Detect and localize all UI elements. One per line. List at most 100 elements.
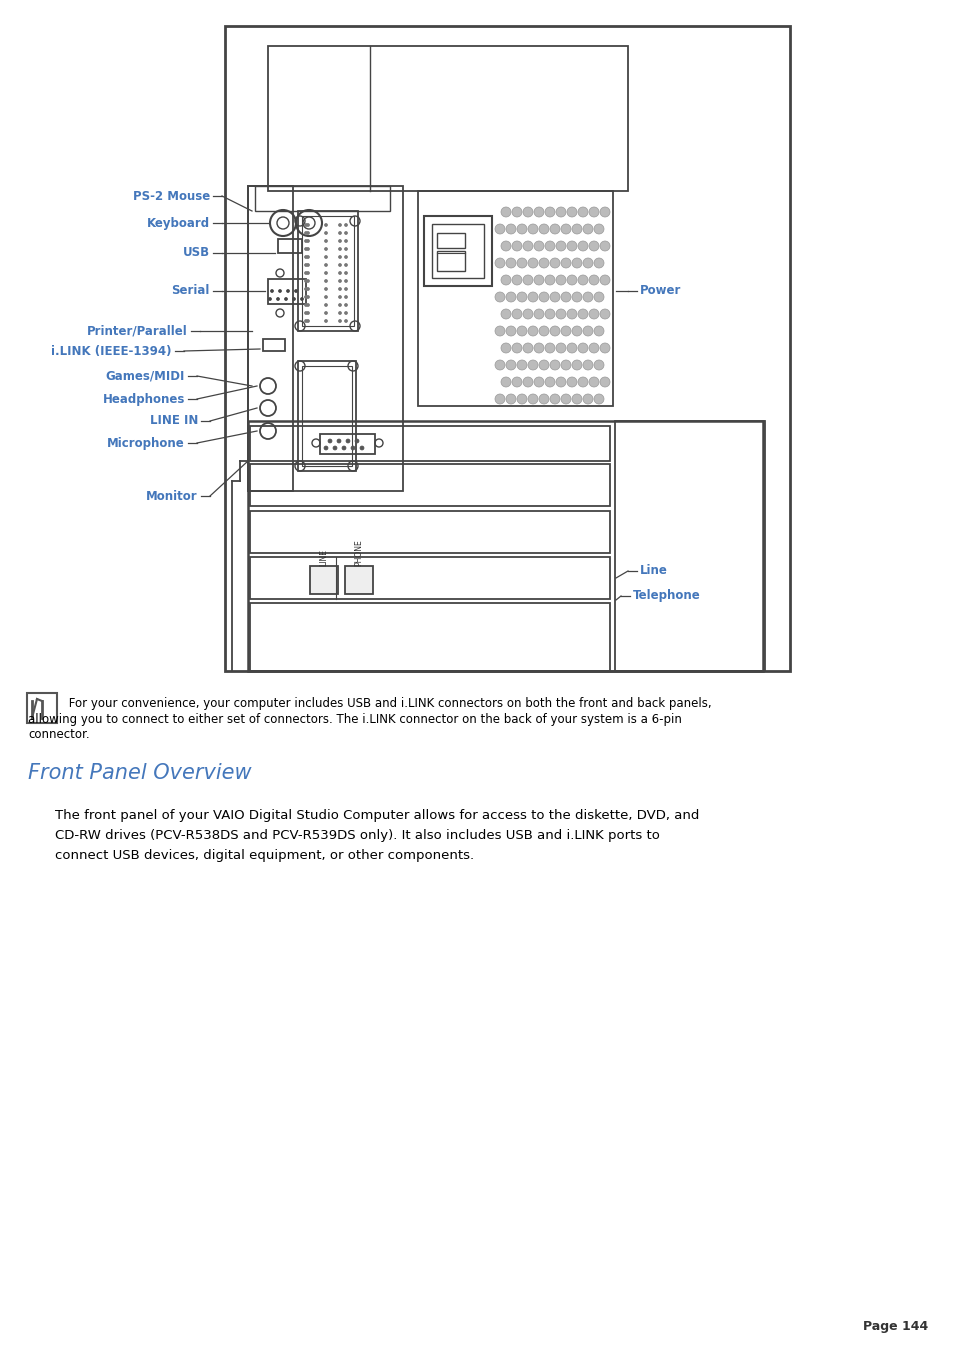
- Circle shape: [324, 446, 328, 450]
- Text: LINE: LINE: [319, 549, 328, 566]
- Circle shape: [344, 280, 347, 282]
- Bar: [250, 463, 609, 507]
- Circle shape: [500, 309, 511, 319]
- Bar: [310, 566, 337, 594]
- Bar: [250, 426, 609, 461]
- Circle shape: [495, 224, 504, 234]
- Text: LINE IN: LINE IN: [150, 415, 198, 427]
- Circle shape: [588, 343, 598, 353]
- Circle shape: [344, 255, 347, 258]
- Bar: [248, 422, 762, 671]
- Circle shape: [341, 446, 346, 450]
- Circle shape: [344, 272, 347, 274]
- Circle shape: [500, 240, 511, 251]
- Circle shape: [338, 247, 341, 250]
- Circle shape: [306, 255, 309, 258]
- Circle shape: [344, 247, 347, 250]
- Bar: [345, 566, 373, 594]
- Circle shape: [512, 207, 521, 218]
- Text: allowing you to connect to either set of connectors. The i.LINK connector on the: allowing you to connect to either set of…: [28, 712, 681, 725]
- Circle shape: [599, 240, 609, 251]
- Circle shape: [512, 276, 521, 285]
- Circle shape: [588, 240, 598, 251]
- Circle shape: [500, 343, 511, 353]
- Circle shape: [538, 292, 548, 303]
- Circle shape: [306, 239, 309, 242]
- Circle shape: [527, 292, 537, 303]
- Circle shape: [338, 239, 341, 242]
- Circle shape: [566, 276, 577, 285]
- Circle shape: [338, 312, 341, 315]
- Circle shape: [588, 207, 598, 218]
- Circle shape: [550, 224, 559, 234]
- Circle shape: [338, 296, 341, 299]
- Circle shape: [578, 207, 587, 218]
- Circle shape: [324, 312, 327, 315]
- Circle shape: [500, 276, 511, 285]
- Circle shape: [338, 304, 341, 307]
- Circle shape: [276, 297, 279, 300]
- Circle shape: [512, 309, 521, 319]
- Text: connect USB devices, digital equipment, or other components.: connect USB devices, digital equipment, …: [55, 850, 474, 862]
- Circle shape: [271, 289, 274, 293]
- Circle shape: [505, 326, 516, 336]
- Circle shape: [278, 289, 281, 293]
- Circle shape: [594, 326, 603, 336]
- Circle shape: [517, 224, 526, 234]
- Circle shape: [578, 343, 587, 353]
- Circle shape: [550, 326, 559, 336]
- Circle shape: [534, 309, 543, 319]
- Circle shape: [582, 258, 593, 267]
- Circle shape: [538, 224, 548, 234]
- Circle shape: [284, 297, 287, 300]
- Circle shape: [527, 224, 537, 234]
- Circle shape: [286, 289, 289, 293]
- Circle shape: [344, 223, 347, 227]
- Circle shape: [338, 255, 341, 258]
- Circle shape: [300, 297, 303, 300]
- Circle shape: [505, 359, 516, 370]
- Circle shape: [544, 377, 555, 386]
- Circle shape: [588, 309, 598, 319]
- Circle shape: [306, 272, 309, 274]
- Bar: [436, 232, 464, 249]
- Circle shape: [495, 292, 504, 303]
- Circle shape: [304, 296, 307, 299]
- Circle shape: [550, 394, 559, 404]
- Circle shape: [534, 240, 543, 251]
- Circle shape: [594, 224, 603, 234]
- Bar: [277, 239, 302, 253]
- Circle shape: [304, 231, 307, 235]
- Circle shape: [550, 258, 559, 267]
- Circle shape: [572, 359, 581, 370]
- Text: Printer/Parallel: Printer/Parallel: [87, 324, 188, 338]
- Circle shape: [534, 343, 543, 353]
- Circle shape: [304, 304, 307, 307]
- Circle shape: [306, 288, 309, 290]
- Circle shape: [594, 394, 603, 404]
- Circle shape: [338, 223, 341, 227]
- Circle shape: [556, 377, 565, 386]
- Circle shape: [560, 394, 571, 404]
- Bar: [302, 366, 352, 466]
- Bar: [250, 557, 609, 598]
- Circle shape: [550, 359, 559, 370]
- Bar: [432, 224, 483, 278]
- Circle shape: [324, 304, 327, 307]
- Circle shape: [324, 272, 327, 274]
- Bar: [297, 211, 357, 331]
- Circle shape: [572, 394, 581, 404]
- Text: PHONE: PHONE: [355, 539, 363, 566]
- Circle shape: [338, 280, 341, 282]
- Circle shape: [527, 258, 537, 267]
- Text: connector.: connector.: [28, 728, 90, 742]
- Text: Telephone: Telephone: [633, 589, 700, 603]
- Circle shape: [324, 231, 327, 235]
- Circle shape: [505, 394, 516, 404]
- Bar: [436, 251, 464, 272]
- Circle shape: [534, 377, 543, 386]
- Circle shape: [556, 207, 565, 218]
- Bar: [417, 190, 613, 407]
- Circle shape: [550, 292, 559, 303]
- Bar: [297, 361, 355, 471]
